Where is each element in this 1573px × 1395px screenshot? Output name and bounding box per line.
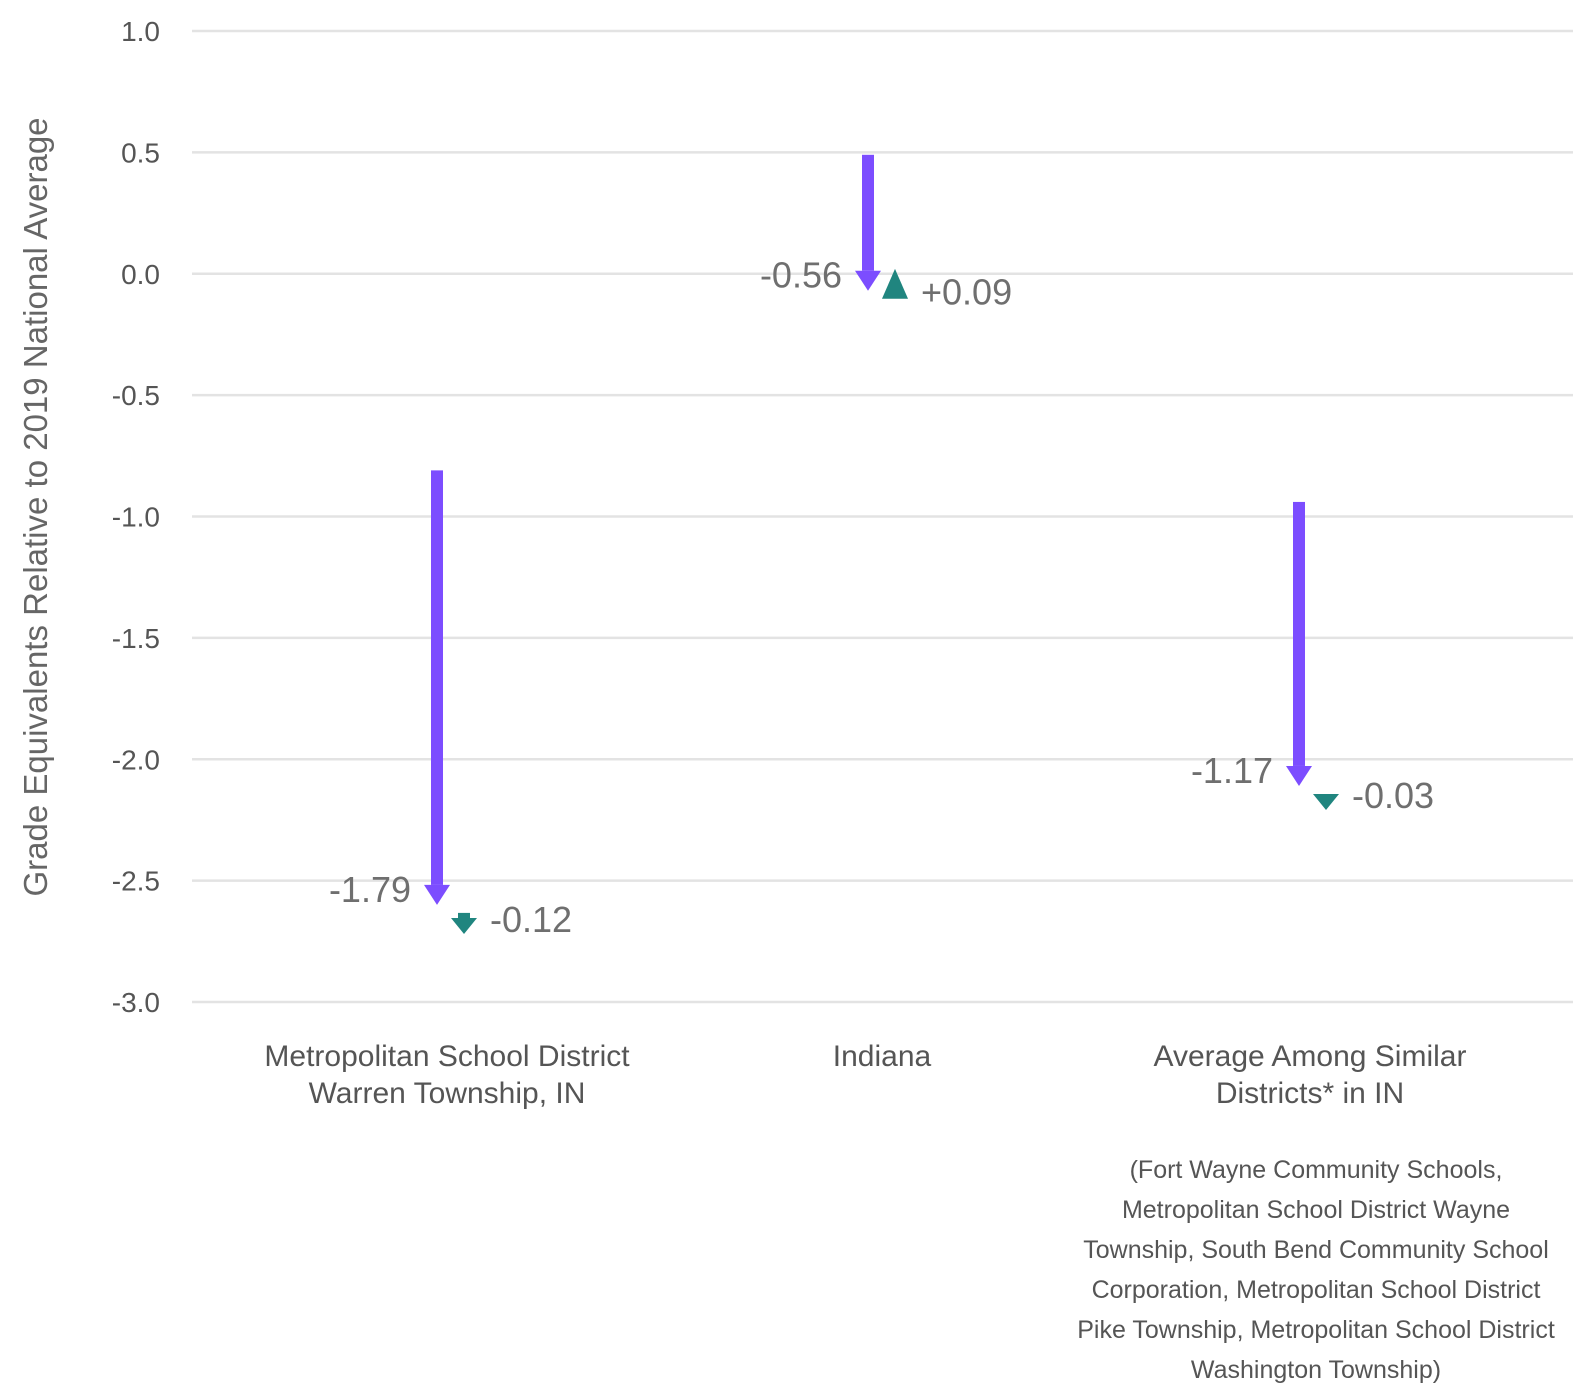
y-tick-label: -2.5 — [112, 866, 160, 897]
x-axis-categories: Metropolitan School District Warren Towns… — [264, 1040, 1554, 1384]
change-up-marker — [882, 268, 908, 299]
decline-arrow-head — [424, 884, 450, 905]
category-label: Districts* in IN — [1216, 1077, 1404, 1110]
decline-value-label: -1.79 — [329, 869, 411, 910]
category-label: Warren Township, IN — [309, 1077, 586, 1110]
change-value-label: +0.09 — [921, 272, 1012, 313]
category-note: Metropolitan School District Wayne — [1122, 1196, 1510, 1224]
category-label: Average Among Similar — [1154, 1040, 1467, 1073]
y-tick-label: 1.0 — [121, 16, 160, 47]
category-label: Metropolitan School District — [264, 1040, 630, 1073]
category-note: Pike Township, Metropolitan School Distr… — [1077, 1316, 1555, 1344]
y-tick-label: -1.5 — [112, 623, 160, 654]
chart-marks: -1.79 -0.12 -0.56 +0.09 -1.17 -0.03 — [329, 154, 1434, 940]
y-tick-label: -2.0 — [112, 744, 160, 775]
y-axis-label: Grade Equivalents Relative to 2019 Natio… — [17, 117, 54, 896]
decline-arrow-shaft — [862, 154, 874, 271]
decline-arrow-shaft — [1293, 501, 1305, 766]
decline-arrow-shaft — [431, 470, 443, 885]
category-label: Indiana — [833, 1040, 932, 1073]
decline-value-label: -0.56 — [760, 255, 842, 296]
decline-arrow-head — [1286, 765, 1312, 786]
category-note: Corporation, Metropolitan School Distric… — [1092, 1276, 1541, 1304]
y-tick-label: 0.5 — [121, 137, 160, 168]
decline-arrow-head — [855, 270, 881, 291]
change-down-marker — [451, 918, 477, 935]
y-axis-ticks: 1.0 0.5 0.0 -0.5 -1.0 -1.5 -2.0 -2.5 -3.0 — [112, 16, 160, 1018]
category-note: (Fort Wayne Community Schools, — [1130, 1156, 1503, 1184]
change-shaft — [458, 912, 470, 919]
decline-value-label: -1.17 — [1191, 750, 1273, 791]
y-tick-label: -0.5 — [112, 380, 160, 411]
category-note: Washington Township) — [1191, 1356, 1441, 1384]
y-tick-label: -3.0 — [112, 987, 160, 1018]
gridlines — [192, 29, 1573, 1004]
y-tick-label: 0.0 — [121, 259, 160, 290]
y-tick-label: -1.0 — [112, 502, 160, 533]
change-value-label: -0.12 — [490, 899, 572, 940]
change-value-label: -0.03 — [1352, 775, 1434, 816]
category-note: Township, South Bend Community School — [1083, 1236, 1549, 1264]
change-down-marker — [1313, 793, 1339, 810]
